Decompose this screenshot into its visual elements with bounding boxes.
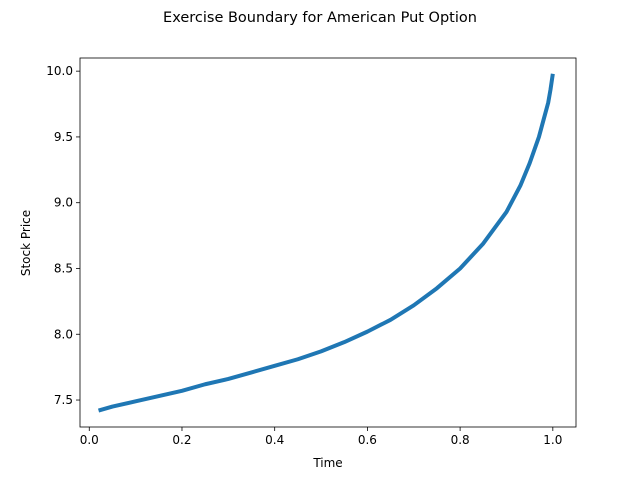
chart-title: Exercise Boundary for American Put Optio… [163,10,477,26]
boundary-line [97,73,555,413]
y-axis: 7.5 8.0 8.5 9.0 9.5 10.0 [46,64,80,407]
x-tick-label: 1.0 [543,433,562,447]
y-tick-label: 9.5 [54,130,73,144]
axes-frame [79,57,577,428]
plot-area [97,73,555,413]
y-tick-label: 8.0 [54,327,73,341]
y-tick-label: 8.5 [54,261,73,275]
x-axis: 0.0 0.2 0.4 0.6 0.8 1.0 [80,427,562,447]
x-axis-label: Time [312,456,342,470]
y-axis-label: Stock Price [19,210,33,276]
x-tick-label: 0.2 [172,433,191,447]
x-tick-label: 0.0 [80,433,99,447]
y-tick-label: 10.0 [46,64,73,78]
x-tick-label: 0.4 [265,433,284,447]
y-tick-label: 9.0 [54,196,73,210]
x-tick-label: 0.8 [451,433,470,447]
x-tick-label: 0.6 [358,433,377,447]
y-tick-label: 7.5 [54,393,73,407]
